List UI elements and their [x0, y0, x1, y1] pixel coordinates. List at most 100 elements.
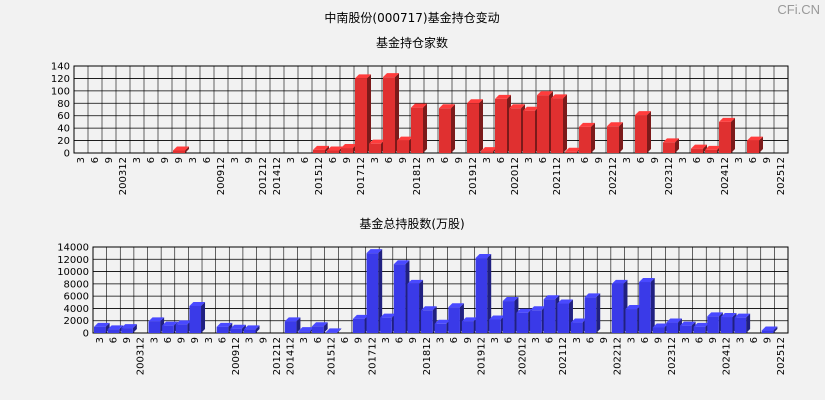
x-tick-label: 9: [763, 337, 774, 343]
x-tick-label: 202512: [776, 157, 787, 195]
x-tick-label: 3: [245, 337, 256, 343]
bar: [747, 140, 759, 153]
bar: [448, 307, 460, 333]
x-tick-label: 6: [217, 337, 228, 343]
bar: [407, 283, 420, 333]
x-tick-label: 200912: [231, 337, 242, 375]
bar-top: [625, 305, 642, 310]
bar-top: [530, 306, 546, 311]
bar-top: [341, 144, 357, 149]
y-tick-label: 60: [57, 111, 70, 122]
bar-top: [107, 325, 124, 330]
bar-side: [323, 322, 328, 333]
bar-side: [773, 326, 778, 333]
x-tick-label: 3: [490, 337, 501, 343]
bar-top: [747, 136, 763, 141]
y-tick-label: 80: [57, 99, 70, 110]
x-tick-label: 3: [286, 157, 297, 163]
x-tick-label: 6: [694, 337, 705, 343]
x-tick-label: 3: [230, 157, 241, 163]
x-tick-label: 3: [370, 157, 381, 163]
bar-top: [707, 312, 723, 317]
x-tick-label: 202112: [552, 157, 563, 195]
y-tick-label: 8000: [64, 279, 89, 290]
bar-top: [584, 293, 601, 298]
x-tick-label: 3: [524, 157, 535, 163]
x-tick-label: 3: [76, 157, 87, 163]
bar-top: [434, 319, 451, 324]
bar-top: [148, 317, 165, 322]
x-tick-label: 202412: [722, 337, 733, 375]
x-tick-label: 6: [496, 157, 507, 163]
bar-side: [241, 324, 246, 333]
x-tick-label: 6: [328, 157, 339, 163]
bar: [341, 148, 353, 153]
bar: [148, 321, 161, 333]
bar-side: [296, 317, 301, 333]
bar: [707, 316, 719, 333]
bar-top: [216, 322, 233, 327]
x-tick-label: 200312: [136, 337, 147, 375]
x-tick-label: 3: [622, 157, 633, 163]
x-tick-label: 200912: [216, 157, 227, 195]
bar-top: [502, 297, 519, 302]
bar-top: [162, 321, 178, 326]
bar-top: [557, 299, 573, 304]
bar-top: [489, 315, 505, 320]
bar-top: [691, 144, 707, 149]
bar: [734, 317, 747, 333]
bar: [584, 297, 597, 333]
bar-top: [720, 313, 737, 318]
x-tick-label: 9: [706, 157, 717, 163]
bar-top: [495, 94, 511, 99]
bar-top: [666, 318, 682, 323]
bar: [230, 328, 242, 333]
bar: [369, 143, 381, 153]
x-tick-label: 9: [408, 337, 419, 343]
x-tick-label: 9: [190, 337, 201, 343]
x-tick-label: 3: [132, 157, 143, 163]
bar: [243, 329, 256, 333]
x-tick-label: 9: [654, 337, 665, 343]
bar: [705, 149, 717, 153]
bar: [611, 283, 624, 333]
x-tick-label: 201712: [367, 337, 378, 375]
y-tick-label: 12000: [57, 255, 89, 266]
bar-top: [509, 104, 525, 109]
bar: [489, 319, 501, 333]
x-tick-label: 6: [504, 337, 515, 343]
bar-side: [647, 111, 651, 153]
top-chart-title: 基金持仓家数: [376, 35, 448, 50]
bar-side: [423, 103, 427, 153]
bar-side: [325, 145, 329, 153]
x-tick-label: 9: [454, 157, 465, 163]
x-tick-label: 9: [354, 337, 365, 343]
x-tick-label: 3: [95, 337, 106, 343]
x-tick-label: 6: [640, 337, 651, 343]
bar-side: [255, 325, 260, 333]
y-tick-label: 40: [57, 124, 70, 135]
bar: [216, 326, 229, 333]
bar-top: [411, 103, 427, 108]
bar-top: [565, 147, 581, 152]
x-tick-label: 3: [204, 337, 215, 343]
x-tick-label: 6: [636, 157, 647, 163]
x-tick-label: 9: [398, 157, 409, 163]
x-tick-label: 202012: [510, 157, 521, 195]
bar-top: [537, 91, 553, 96]
x-tick-label: 201912: [468, 157, 479, 195]
bar-top: [393, 260, 410, 265]
x-tick-label: 3: [436, 337, 447, 343]
x-tick-label: 6: [440, 157, 451, 163]
x-tick-label: 9: [244, 157, 255, 163]
x-tick-label: 3: [426, 157, 437, 163]
x-tick-label: 6: [90, 157, 101, 163]
bar-top: [189, 301, 206, 306]
bar: [298, 331, 311, 333]
bar-top: [380, 313, 396, 318]
bar: [325, 332, 338, 333]
bar: [495, 98, 507, 153]
bar: [439, 108, 451, 153]
